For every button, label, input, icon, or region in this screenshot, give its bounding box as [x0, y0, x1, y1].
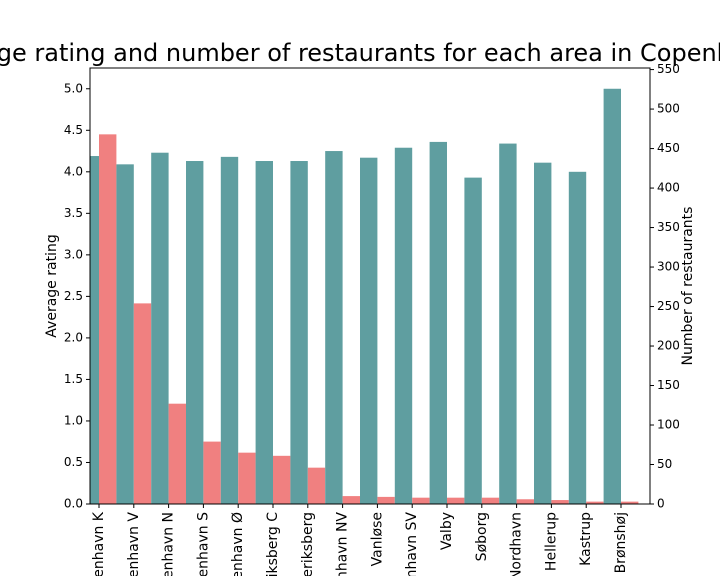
bar: [447, 497, 465, 504]
bar: [429, 141, 447, 504]
y2-tick-label: 150: [657, 378, 680, 392]
bar: [325, 151, 343, 504]
x-tick-label: København Ø: [230, 512, 246, 576]
y-axis-label: Average rating: [44, 234, 60, 337]
y-tick-label: 0.0: [64, 497, 83, 511]
bar: [412, 497, 430, 504]
y2-tick-label: 550: [657, 62, 680, 76]
bar: [551, 500, 569, 504]
y-tick-label: 1.0: [64, 413, 83, 427]
y-tick-label: 2.5: [64, 289, 83, 303]
y2-tick-label: 350: [657, 220, 680, 234]
x-tick-label: København N: [161, 512, 177, 576]
bar: [307, 467, 326, 504]
y-tick-label: 4.5: [64, 123, 83, 137]
bar: [90, 156, 99, 504]
bar: [238, 452, 256, 504]
bar: [168, 403, 186, 504]
y2-tick-label: 300: [657, 260, 680, 274]
y-tick-label: 0.5: [64, 455, 83, 469]
bar: [99, 134, 117, 504]
y-tick-label: 3.5: [64, 206, 83, 220]
bar: [481, 497, 500, 504]
y2-tick-label: 200: [657, 339, 680, 353]
x-tick-label: Vanløse: [369, 512, 385, 566]
x-tick-label: Frederiksberg C: [265, 512, 281, 576]
bar: [464, 177, 482, 504]
bar: [133, 303, 152, 504]
bar: [586, 501, 604, 504]
axes-frame: [89, 67, 651, 505]
y2-tick-label: 400: [657, 181, 680, 195]
y2-axis-label: Number of restaurants: [680, 207, 696, 366]
bar: [342, 496, 360, 504]
plot-area: [90, 88, 639, 504]
y2-tick-label: 450: [657, 141, 680, 155]
bar: [360, 157, 378, 504]
x-tick-label: Frederiksberg: [300, 512, 316, 576]
bar: [220, 156, 239, 504]
bar: [151, 152, 169, 504]
y2-tick-label: 100: [657, 418, 680, 432]
y-tick-label: 1.5: [64, 372, 83, 386]
y-tick-label: 2.0: [64, 330, 83, 344]
x-tick-label: København SV: [404, 512, 420, 576]
bar: [186, 161, 204, 504]
y2-tick-label: 0: [657, 497, 665, 511]
bar: [534, 162, 552, 504]
bar: [377, 496, 395, 504]
x-tick-label: København S: [195, 512, 211, 576]
y-tick-label: 3.0: [64, 247, 83, 261]
x-tick-label: København K: [91, 511, 107, 576]
bar: [603, 88, 621, 504]
y2-tick-label: 50: [657, 457, 672, 471]
x-tick-label: Nordhavn: [509, 512, 525, 576]
x-tick-label: København V: [126, 512, 142, 576]
y-tick-label: 5.0: [64, 81, 83, 95]
y2-tick-label: 250: [657, 299, 680, 313]
bar: [568, 171, 587, 504]
bar: [394, 147, 413, 504]
x-tick-label: Hellerup: [543, 512, 559, 571]
bar: [116, 164, 134, 504]
y2-tick-label: 500: [657, 102, 680, 116]
x-tick-label: Valby: [439, 512, 455, 550]
bar: [499, 143, 517, 504]
bar: [621, 501, 639, 504]
x-tick-label: København NV: [335, 512, 351, 576]
x-tick-label: Brønshøj: [613, 512, 629, 573]
y-tick-label: 4.0: [64, 164, 83, 178]
bar: [516, 499, 534, 504]
bar: [290, 161, 308, 504]
x-tick-label: Kastrup: [578, 512, 594, 566]
chart-title: Average rating and number of restaurants…: [0, 39, 720, 67]
x-tick-label: Søborg: [474, 512, 490, 561]
bar: [203, 441, 221, 504]
bar: [273, 455, 291, 504]
bar: [255, 161, 273, 504]
